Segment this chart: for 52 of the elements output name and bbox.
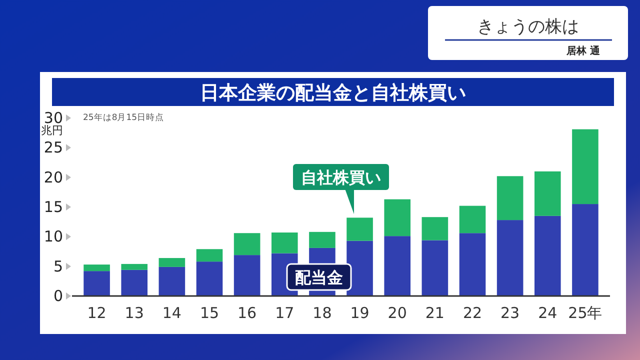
y-tick-label: 5 — [53, 257, 63, 276]
bar — [84, 271, 110, 296]
bar — [384, 199, 411, 236]
bar — [572, 129, 598, 204]
x-tick-label: 16 — [238, 304, 257, 322]
bar — [534, 171, 561, 216]
bar — [158, 266, 186, 296]
y-tick-label: 0 — [53, 287, 63, 305]
x-tick-label: 14 — [162, 304, 182, 322]
y-tick-label: 10 — [44, 228, 63, 246]
bar — [196, 249, 223, 262]
bar — [196, 262, 223, 296]
x-tick-label: 15 — [200, 304, 220, 322]
y-tick-label: 15 — [44, 198, 63, 216]
chart-title: 日本企業の配当金と自社株買い — [200, 82, 466, 104]
bar — [121, 270, 148, 296]
bar — [496, 220, 524, 296]
bar — [384, 236, 411, 296]
bar — [121, 264, 148, 270]
y-axis-title: 兆円 — [41, 124, 63, 137]
text: きょうの株は — [477, 17, 579, 37]
x-tick-label: 25年 — [568, 304, 602, 322]
x-tick-label: 21 — [425, 304, 444, 322]
series-label: 自社株買い — [301, 168, 381, 187]
bar — [234, 255, 260, 296]
x-tick-label: 24 — [538, 304, 558, 322]
x-tick-label: 23 — [500, 304, 520, 322]
bar — [271, 232, 298, 254]
bar — [346, 218, 373, 241]
x-tick-label: 18 — [312, 304, 332, 322]
x-tick-label: 12 — [87, 304, 106, 322]
bar — [422, 240, 448, 296]
bar — [459, 233, 486, 296]
y-tick-label: 20 — [44, 168, 63, 186]
bar — [496, 176, 524, 220]
x-tick-label: 13 — [124, 304, 144, 322]
bar — [309, 232, 336, 248]
x-tick-label: 19 — [350, 304, 370, 322]
bar — [459, 206, 486, 234]
x-tick-label: 20 — [388, 304, 407, 322]
bar — [158, 258, 186, 267]
bar — [572, 204, 598, 296]
bar — [422, 217, 448, 240]
series-label: 配当金 — [295, 268, 343, 287]
text: 居林 通 — [566, 45, 601, 57]
bar — [534, 216, 561, 296]
x-tick-label: 17 — [275, 304, 294, 322]
annotation: 25年は8月15日時点 — [83, 112, 164, 123]
bar — [234, 233, 260, 256]
x-tick-label: 22 — [462, 304, 482, 322]
bar — [84, 264, 110, 272]
y-tick-label: 25 — [44, 138, 63, 157]
